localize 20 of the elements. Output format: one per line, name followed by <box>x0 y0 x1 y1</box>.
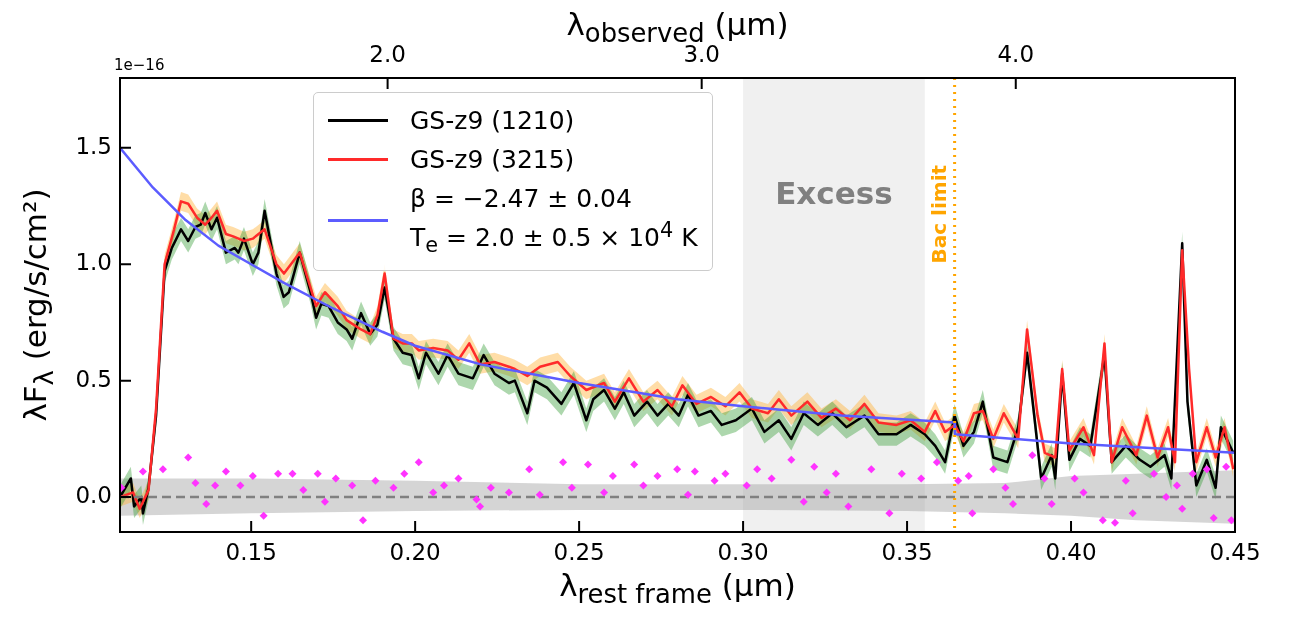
x-tick-label: 0.35 <box>881 538 933 565</box>
y-tick-label: 0.0 <box>75 482 112 509</box>
x2-tick-label: 4.0 <box>997 41 1035 68</box>
x-tick-label: 0.30 <box>717 538 769 565</box>
x2-tick-label: 2.0 <box>369 41 406 68</box>
legend-label: GS-z9 (3215) <box>410 144 575 176</box>
ref-line-label: Bac limit <box>926 164 951 264</box>
x-tick-label: 0.15 <box>225 538 277 565</box>
x-tick-label: 0.20 <box>389 538 441 565</box>
x-axis-title: λ$_{rest frame}$ (μm) <box>559 567 796 610</box>
x-tick-label: 0.40 <box>1045 538 1097 565</box>
x-tick-label: 0.45 <box>1209 538 1261 565</box>
y-tick-label: 1.5 <box>75 132 112 159</box>
legend-label: GS-z9 (1210) <box>410 105 575 137</box>
text: 1e−16 <box>114 56 165 75</box>
x-tick-label: 0.25 <box>553 538 605 565</box>
legend-label: β = −2.47 ± 0.04 T$_{e}$ = 2.0 ± 0.5 × 10$^{4}$ K <box>410 183 698 260</box>
y-tick-label: 0.5 <box>75 365 112 392</box>
band-label: Excess <box>775 175 893 212</box>
y-tick-label: 1.0 <box>75 249 112 276</box>
